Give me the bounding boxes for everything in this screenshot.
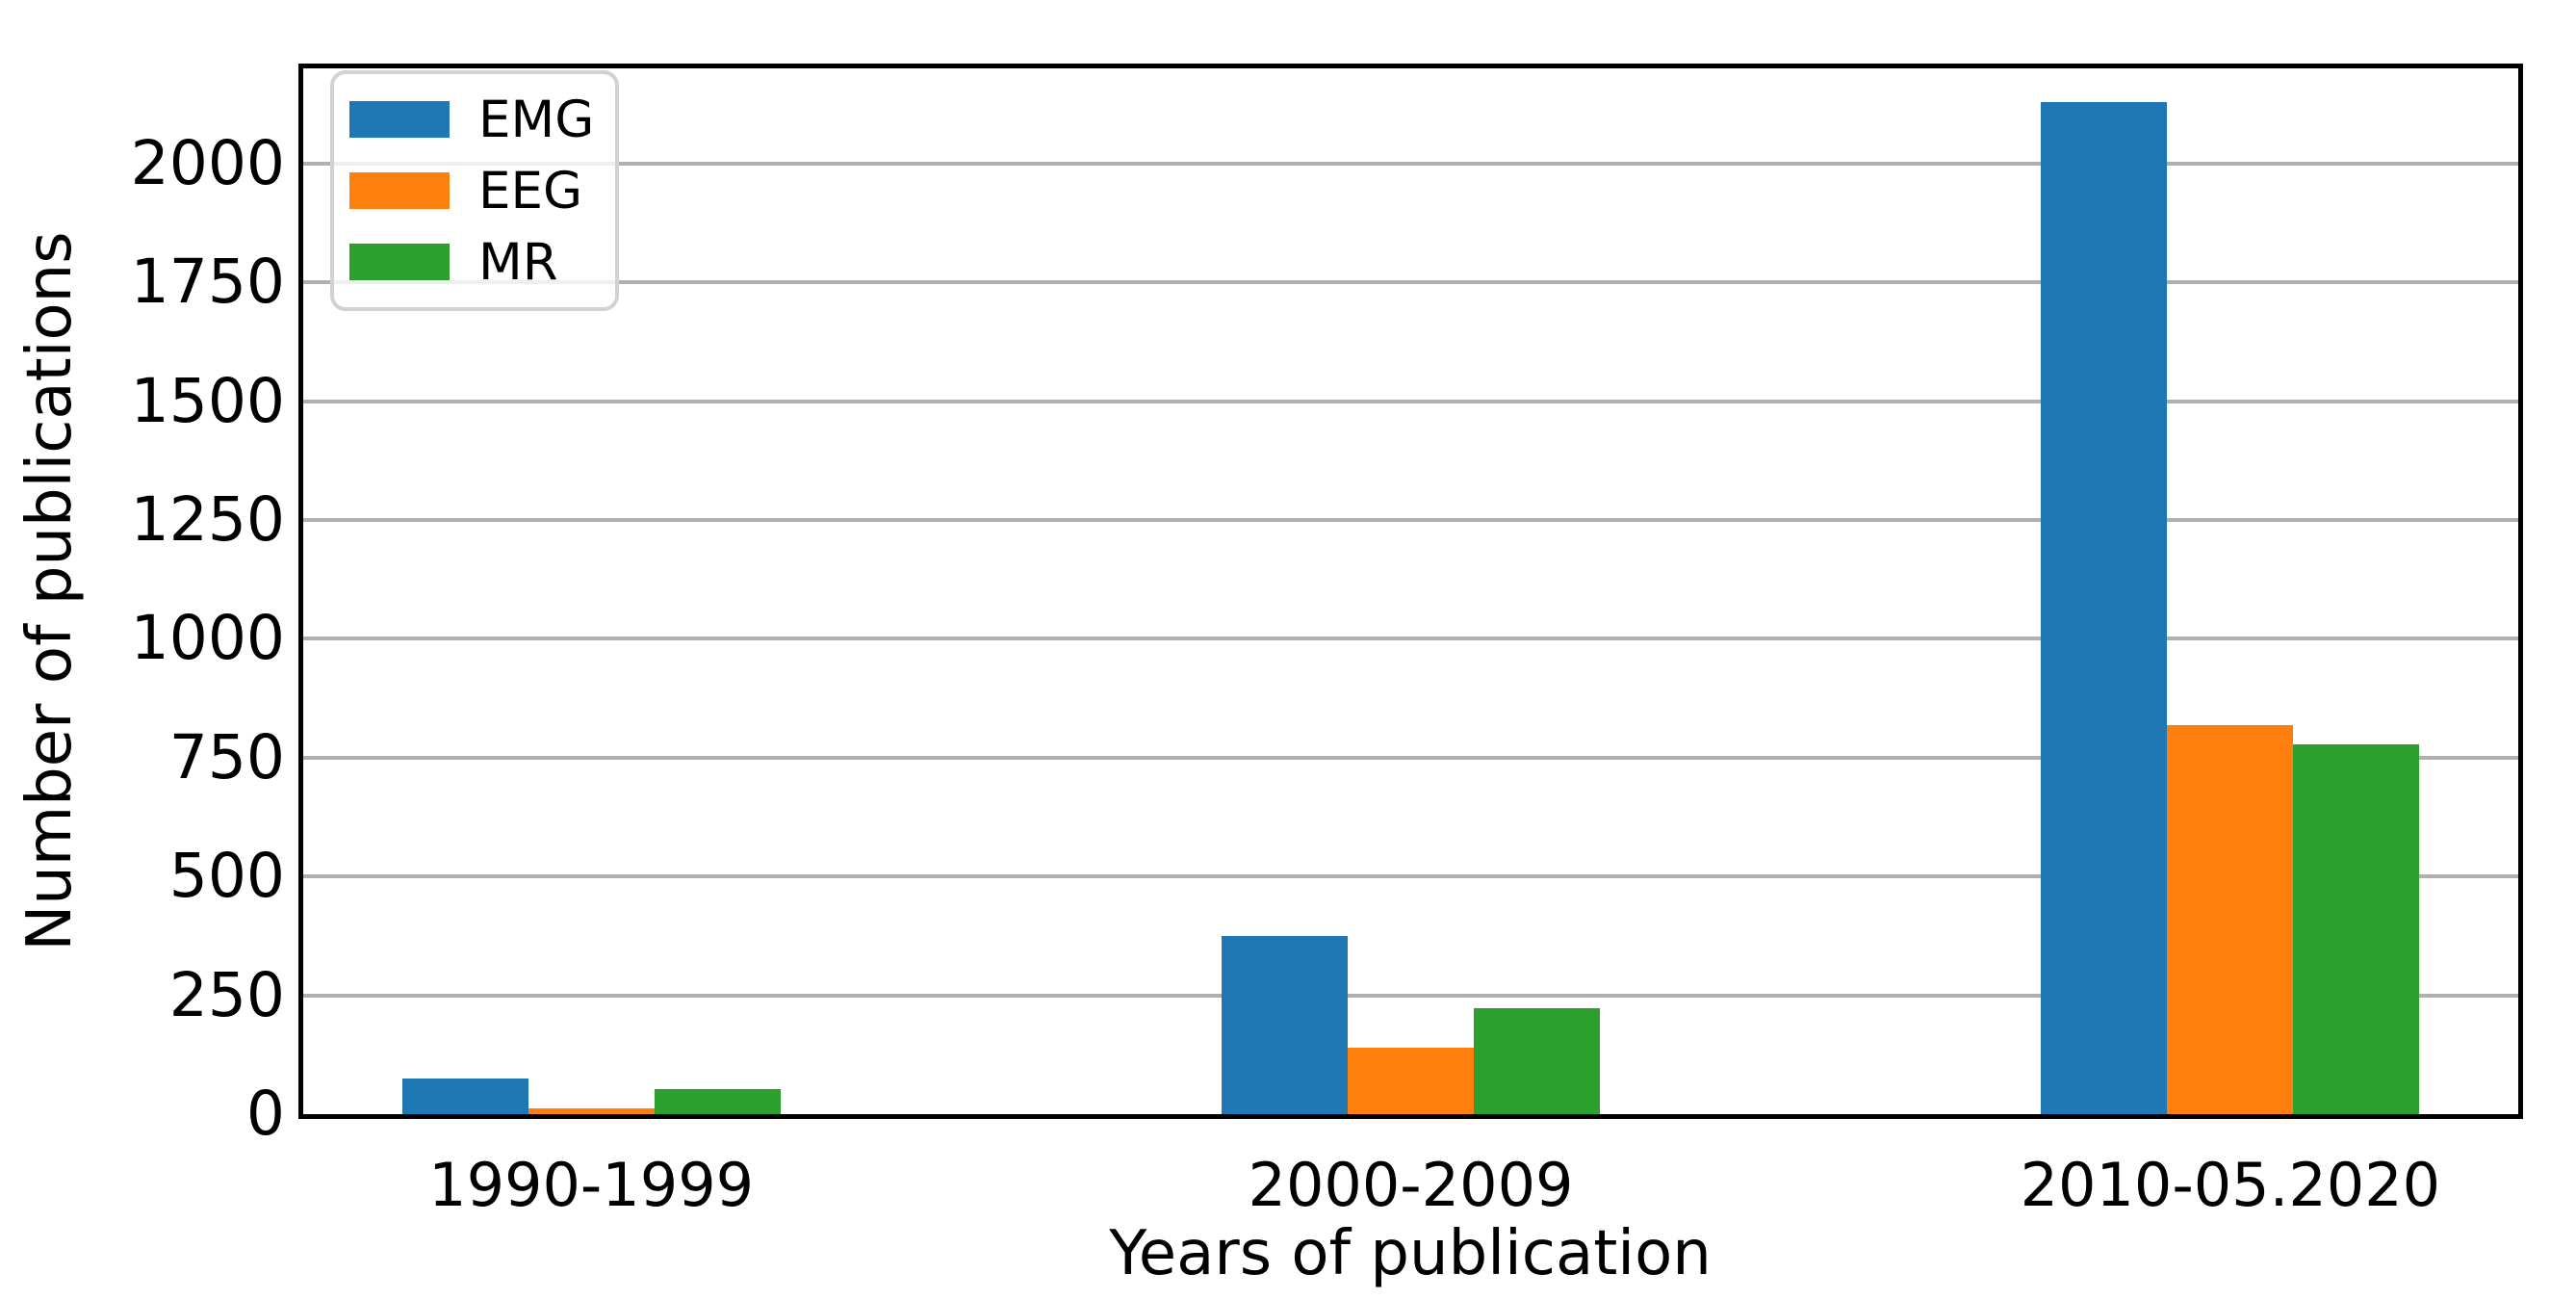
gridline-1750 — [303, 280, 2518, 285]
y-tick-label-500: 500 — [168, 841, 285, 912]
legend: EMG EEG MR — [330, 70, 619, 311]
legend-swatch-emg — [349, 101, 450, 138]
bar-emg-2010-05.2020 — [2041, 101, 2168, 1114]
bar-eeg-2010-05.2020 — [2167, 725, 2294, 1114]
gridline-1250 — [303, 517, 2518, 522]
legend-item-emg: EMG — [349, 84, 615, 155]
bar-eeg-1990-1999 — [528, 1108, 655, 1114]
y-tick-label-1000: 1000 — [130, 603, 285, 674]
bars-layer — [303, 68, 2518, 1114]
x-tick-label-2010-05-2020: 2010-05.2020 — [2020, 1150, 2441, 1220]
gridline-2000 — [303, 161, 2518, 166]
x-tick-label-2000-2009: 2000-2009 — [1248, 1150, 1574, 1220]
bar-emg-1990-1999 — [401, 1078, 528, 1114]
legend-label-emg: EMG — [478, 90, 595, 149]
gridline-1000 — [303, 637, 2518, 641]
legend-swatch-mr — [349, 244, 450, 280]
gridline-1500 — [303, 399, 2518, 403]
bar-mr-2000-2009 — [1474, 1008, 1600, 1114]
gridline-500 — [303, 874, 2518, 879]
y-tick-label-1750: 1750 — [130, 247, 285, 318]
gridline-250 — [303, 993, 2518, 998]
bar-eeg-2000-2009 — [1348, 1047, 1474, 1114]
y-tick-label-1250: 1250 — [130, 483, 285, 555]
legend-label-eeg: EEG — [478, 161, 583, 221]
legend-label-mr: MR — [478, 232, 558, 292]
y-tick-label-250: 250 — [168, 959, 285, 1030]
grid-layer — [303, 68, 2518, 1114]
y-tick-label-750: 750 — [168, 721, 285, 793]
bar-mr-2010-05.2020 — [2293, 744, 2420, 1114]
legend-item-mr: MR — [349, 226, 615, 298]
y-tick-label-2000: 2000 — [130, 127, 285, 198]
bar-emg-2000-2009 — [1222, 935, 1348, 1114]
legend-swatch-eeg — [349, 172, 450, 209]
legend-item-eeg: EEG — [349, 155, 615, 226]
x-tick-label-1990-1999: 1990-1999 — [428, 1150, 755, 1220]
bar-mr-1990-1999 — [654, 1089, 781, 1114]
y-tick-label-0: 0 — [245, 1079, 285, 1149]
x-axis-label: Years of publication — [1109, 1218, 1712, 1289]
y-tick-label-1500: 1500 — [130, 365, 285, 436]
gridline-750 — [303, 755, 2518, 760]
plot-area: EMG EEG MR — [298, 64, 2523, 1119]
